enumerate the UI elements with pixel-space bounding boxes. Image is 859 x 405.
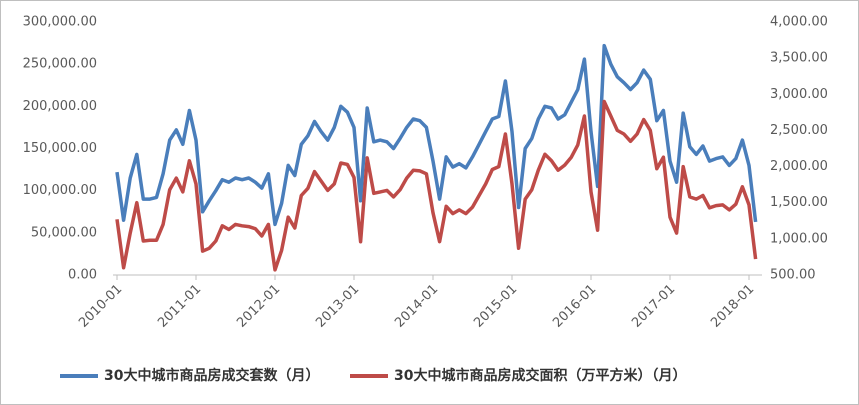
y-tick-label: 250,000.00 [23,57,97,72]
y2-tick-label: 3,000.00 [770,87,828,102]
y-tick-label: 300,000.00 [23,15,97,30]
y2-tick-label: 500.00 [770,268,816,283]
y2-tick-label: 2,000.00 [770,159,828,174]
legend-label: 30大中城市商品房成交面积（万平方米）（月） [394,367,686,384]
y-tick-label: 200,000.00 [23,99,97,114]
legend-label: 30大中城市商品房成交套数（月） [104,367,319,384]
y-tick-label: 100,000.00 [23,183,97,198]
series-line [115,99,758,272]
series-line [115,43,758,227]
y2-tick-label: 1,500.00 [770,195,828,210]
y2-tick-label: 3,500.00 [770,51,828,66]
y-tick-label: 150,000.00 [23,141,97,156]
y2-tick-label: 2,500.00 [770,123,828,138]
y-tick-label: 0.00 [68,268,97,283]
y2-tick-label: 1,000.00 [770,231,828,246]
y-tick-label: 50,000.00 [31,225,97,240]
y2-tick-label: 4,000.00 [770,15,828,30]
